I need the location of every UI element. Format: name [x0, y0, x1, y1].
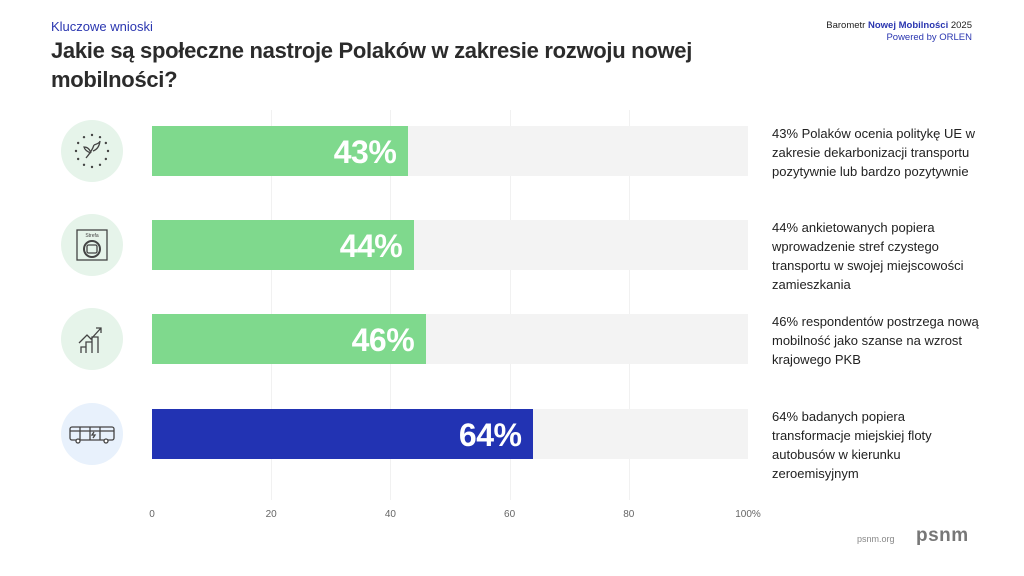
bar: 43% [152, 126, 409, 176]
gridline [271, 110, 273, 500]
psnm-logo: psnm [916, 525, 969, 546]
bar-description: 44% ankietowanych popiera wprowadzenie s… [772, 220, 964, 292]
x-tick-label: 60 [504, 509, 516, 520]
x-tick-label: 0 [149, 509, 155, 520]
bar-value-label: 43% [333, 134, 397, 170]
bar: 44% [152, 220, 415, 270]
powered-by: Powered by ORLEN [886, 32, 972, 43]
bar-track: 46% [152, 314, 748, 364]
gridline [628, 110, 630, 500]
brand-prefix: Barometr [826, 20, 866, 31]
x-tick-label: 20 [265, 509, 277, 520]
bar: 46% [152, 314, 427, 364]
svg-text:Strefa: Strefa [85, 233, 99, 239]
bar-value-label: 64% [458, 417, 522, 453]
growth-chart-icon [61, 308, 123, 370]
x-tick-label: 100% [735, 509, 761, 520]
bar-description: 64% badanych popiera transformacje miejs… [772, 409, 932, 481]
bar-track: 64% [152, 409, 748, 459]
section-kicker: Kluczowe wnioski [51, 19, 153, 34]
bar-description: 46% respondentów postrzega nową mobilnoś… [772, 314, 979, 367]
bar: 64% [152, 409, 534, 459]
page-title: Jakie są społeczne nastroje Polaków w za… [51, 38, 693, 92]
bar-track: 44% [152, 220, 748, 270]
brand-highlight: Nowej Mobilności [867, 20, 949, 31]
gridline [390, 110, 392, 500]
eu-leaf-icon [61, 120, 123, 182]
brand-year: 2025 [950, 20, 972, 31]
bar-track: 43% [152, 126, 748, 176]
brand-block: Barometr Nowej Mobilności 2025 Powered b… [826, 20, 972, 44]
clean-transport-zone-icon: Strefa [61, 214, 123, 276]
gridline [509, 110, 511, 500]
bar-description: 43% Polaków ocenia politykę UE w zakresi… [772, 126, 976, 179]
bar-value-label: 44% [339, 228, 403, 264]
x-tick-label: 40 [384, 509, 396, 520]
x-tick-label: 80 [623, 509, 635, 520]
electric-bus-icon [61, 403, 123, 465]
bar-value-label: 46% [351, 322, 415, 358]
site-link[interactable]: psnm.org [857, 534, 895, 544]
